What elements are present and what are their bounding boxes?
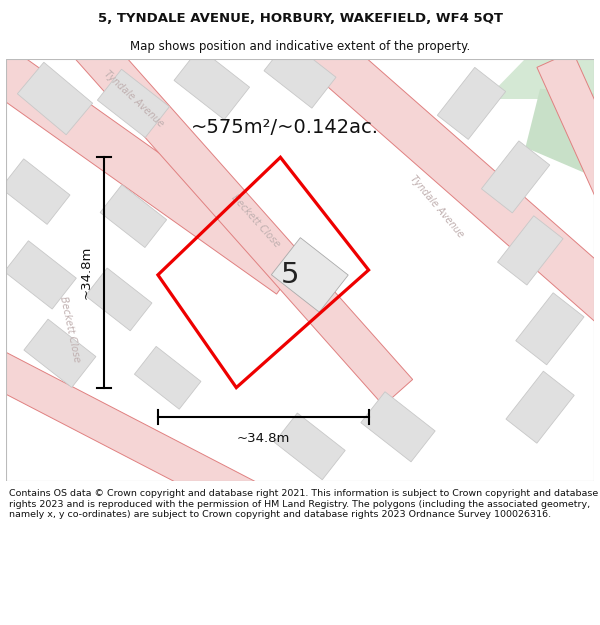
Text: ~34.8m: ~34.8m (79, 246, 92, 299)
Polygon shape (294, 22, 600, 342)
Polygon shape (497, 216, 563, 285)
Polygon shape (537, 51, 600, 263)
Polygon shape (97, 69, 169, 138)
Text: ~575m²/~0.142ac.: ~575m²/~0.142ac. (191, 118, 379, 138)
Polygon shape (486, 59, 594, 99)
Polygon shape (437, 68, 506, 139)
Text: 5: 5 (281, 261, 299, 289)
Text: Beckett Close: Beckett Close (230, 192, 282, 249)
Text: Contains OS data © Crown copyright and database right 2021. This information is : Contains OS data © Crown copyright and d… (9, 489, 598, 519)
Polygon shape (17, 62, 92, 135)
Text: Map shows position and indicative extent of the property.: Map shows position and indicative extent… (130, 39, 470, 52)
Polygon shape (481, 141, 550, 213)
Text: Tyndale Avenue: Tyndale Avenue (409, 173, 466, 239)
Polygon shape (1, 159, 70, 224)
Polygon shape (526, 89, 594, 177)
Polygon shape (85, 268, 152, 331)
Polygon shape (70, 27, 413, 406)
Text: 5, TYNDALE AVENUE, HORBURY, WAKEFIELD, WF4 5QT: 5, TYNDALE AVENUE, HORBURY, WAKEFIELD, W… (97, 12, 503, 25)
Polygon shape (0, 347, 260, 517)
Polygon shape (0, 40, 304, 294)
Text: ~34.8m: ~34.8m (236, 432, 290, 445)
Polygon shape (134, 346, 201, 409)
Text: Beckett Close: Beckett Close (58, 295, 82, 362)
Polygon shape (361, 392, 435, 462)
Polygon shape (4, 241, 76, 309)
Polygon shape (271, 238, 348, 312)
Polygon shape (516, 292, 584, 365)
Polygon shape (274, 413, 345, 480)
Polygon shape (264, 40, 336, 108)
Polygon shape (506, 371, 574, 443)
Polygon shape (100, 185, 167, 248)
Polygon shape (24, 319, 96, 388)
Polygon shape (174, 48, 250, 119)
Text: Tyndale Avenue: Tyndale Avenue (101, 68, 165, 129)
